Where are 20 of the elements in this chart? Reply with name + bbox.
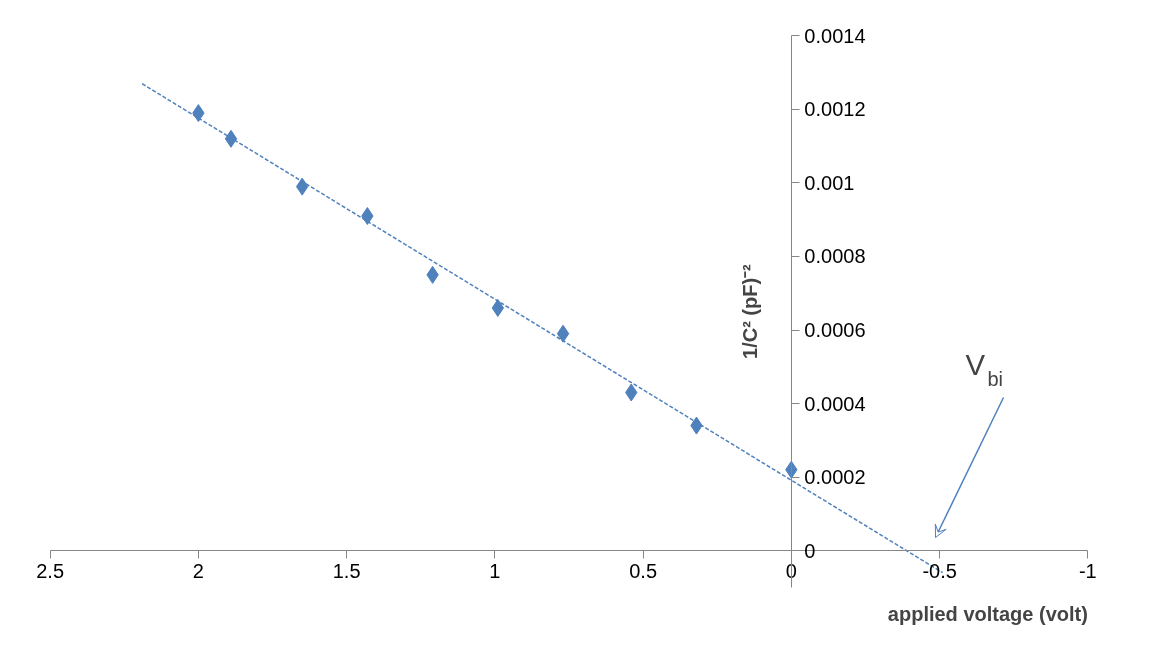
x-tick-label: 1.5 [332,559,361,582]
x-tick-label: 2 [192,559,204,582]
x-axis-title: applied voltage (volt) [887,602,1088,625]
y-tick-label: 0.0012 [804,98,866,121]
y-axis-title: 1/C² (pF)⁻² [739,263,762,359]
y-tick-label: 0.0004 [804,392,866,415]
y-tick-label: 0.001 [804,171,855,194]
x-tick-label: -0.5 [922,559,957,582]
y-tick-label: 0 [804,539,816,562]
y-tick-label: 0.0008 [804,245,866,268]
x-tick-label: 0.5 [629,559,658,582]
y-tick-label: 0.0014 [804,24,866,47]
point [556,324,570,343]
point [491,298,505,317]
x-tick-label: 2.5 [36,559,65,582]
x-tick-label: -1 [1078,559,1097,582]
y-tick-label: 0.0006 [804,319,866,341]
y-tick-label: 0.0002 [804,466,866,489]
x-tick-label: 1 [489,559,501,582]
point [224,129,238,148]
